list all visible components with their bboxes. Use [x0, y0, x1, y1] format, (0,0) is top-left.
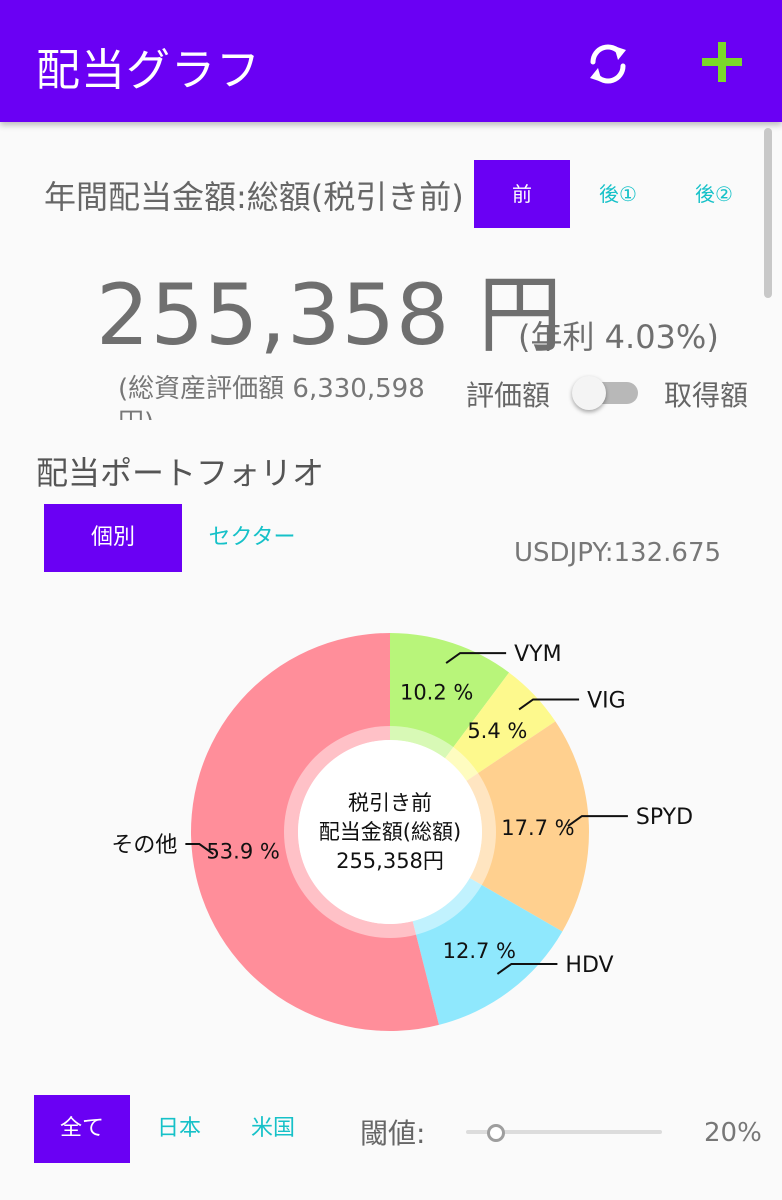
slice-0-percent-label: 10.2 %: [400, 681, 473, 705]
total-assets-value: (総資産評価額 6,330,598 円): [118, 374, 425, 420]
scrollbar-thumb[interactable]: [764, 128, 772, 298]
threshold-label: 閾値:: [360, 1117, 426, 1150]
refresh-icon[interactable]: [584, 40, 632, 88]
toggle-label-cost: 取得額: [664, 379, 749, 412]
toggle-knob: [572, 376, 606, 410]
slice-2: [466, 721, 589, 932]
annual-dividend-amount: 255,358 円: [96, 266, 564, 364]
slice-2-percent-label: 17.7 %: [501, 816, 574, 840]
slice-0-name-label: VYM: [514, 642, 561, 667]
center-label-line-3: 255,358円: [336, 849, 444, 873]
app-title: 配当グラフ: [36, 45, 261, 96]
plus-icon[interactable]: [700, 40, 744, 84]
tax-after-1-button[interactable]: 後①: [599, 182, 637, 206]
slice-3-leader-line: [496, 962, 558, 975]
slice-3: [412, 878, 563, 1025]
slice-2-name-label: SPYD: [636, 805, 693, 830]
threshold-value: 20%: [704, 1118, 762, 1148]
annual-dividend-label: 年間配当金額:総額(税引き前): [44, 178, 464, 216]
slice-0-leader-line: [445, 652, 507, 664]
slice-4-name-label: その他: [111, 833, 177, 858]
filter-all-button[interactable]: 全て: [34, 1095, 130, 1163]
dividend-pie-chart: 税引き前 配当金額(総額) 255,358円 10.2 % VYM 5.4 % VIG…: [111, 633, 693, 1031]
slice-1-leader-line: [518, 698, 580, 711]
donut-hole: [298, 740, 482, 924]
slice-2-leader-line: [567, 815, 628, 827]
fx-rate: USDJPY:132.675: [514, 538, 722, 568]
toggle-label-valuation: 評価額: [466, 379, 551, 412]
slice-1: [445, 672, 556, 781]
filter-japan-button[interactable]: 日本: [156, 1116, 201, 1141]
tab-individual[interactable]: 個別: [44, 504, 182, 572]
portfolio-title: 配当ポートフォリオ: [36, 454, 325, 492]
center-label-line-1: 税引き前: [348, 791, 432, 815]
valuation-cost-toggle[interactable]: [572, 376, 638, 410]
slider-track: [466, 1130, 662, 1134]
slice-4-leader-line: [185, 843, 214, 855]
slice-4-percent-label: 53.9 %: [206, 839, 279, 863]
slice-1-name-label: VIG: [587, 688, 626, 713]
slice-1-percent-label: 5.4 %: [467, 719, 527, 743]
app-bar: 配当グラフ: [0, 0, 782, 122]
tax-after-2-button[interactable]: 後②: [695, 182, 733, 206]
threshold-slider[interactable]: [466, 1120, 662, 1144]
slice-3-percent-label: 12.7 %: [443, 939, 516, 963]
slice-4: [190, 633, 439, 1031]
filter-us-button[interactable]: 米国: [250, 1116, 295, 1141]
tab-sector[interactable]: セクター: [208, 525, 296, 550]
center-label-line-2: 配当金額(総額): [319, 820, 461, 844]
slider-thumb[interactable]: [487, 1124, 506, 1142]
slice-0: [390, 633, 510, 759]
tax-before-button[interactable]: 前: [474, 160, 570, 228]
annual-yield: (年利 4.03%): [518, 318, 719, 356]
slice-3-name-label: HDV: [565, 953, 613, 978]
